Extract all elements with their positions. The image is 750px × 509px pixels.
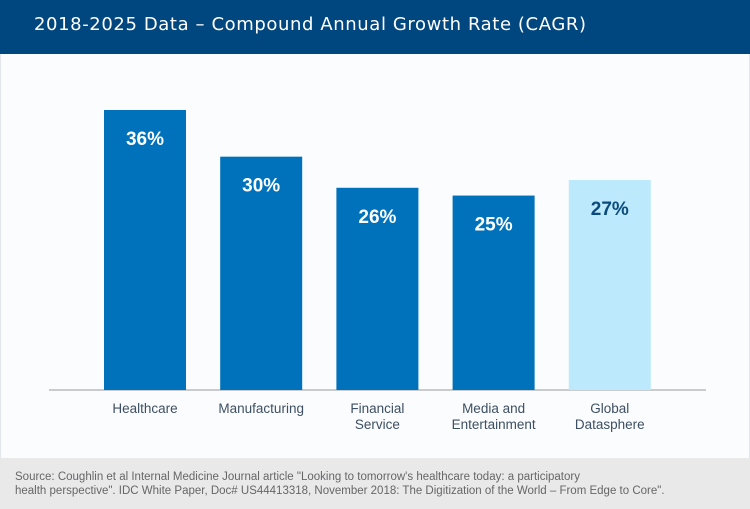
category-label-3-0: Media and — [462, 401, 525, 416]
title-bar: 2018-2025 Data – Compound Annual Growth … — [0, 0, 750, 54]
bar-0 — [104, 110, 186, 390]
data-label-0: 36% — [126, 129, 164, 150]
source-line-2: health perspective". IDC White Paper, Do… — [15, 485, 665, 497]
bar-chart: 36% Healthcare 30% Manufacturing 26% Financia… — [49, 110, 706, 432]
source-footer: Source: Coughlin et al Internal Medicine… — [0, 458, 750, 509]
data-label-3: 25% — [475, 215, 513, 236]
category-label-0-0: Healthcare — [112, 401, 177, 416]
category-label-4-1: Datasphere — [575, 417, 645, 432]
category-label-1-0: Manufacturing — [218, 401, 304, 416]
category-label-3-1: Entertainment — [452, 417, 536, 432]
data-label-2: 26% — [358, 207, 396, 228]
source-line-1: Source: Coughlin et al Internal Medicine… — [15, 471, 580, 483]
bar-4 — [568, 180, 651, 390]
source-text: Source: Coughlin et al Internal Medicine… — [15, 470, 715, 498]
bar-1 — [220, 156, 303, 390]
category-label-4-0: Global — [590, 401, 629, 416]
bar-2 — [336, 187, 419, 390]
bar-3 — [452, 195, 535, 390]
data-label-1: 30% — [242, 176, 280, 197]
category-label-2-0: Financial — [350, 401, 404, 416]
chart-title: 2018-2025 Data – Compound Annual Growth … — [34, 14, 587, 35]
category-label-2-1: Service — [355, 417, 400, 432]
data-label-4: 27% — [591, 199, 629, 220]
